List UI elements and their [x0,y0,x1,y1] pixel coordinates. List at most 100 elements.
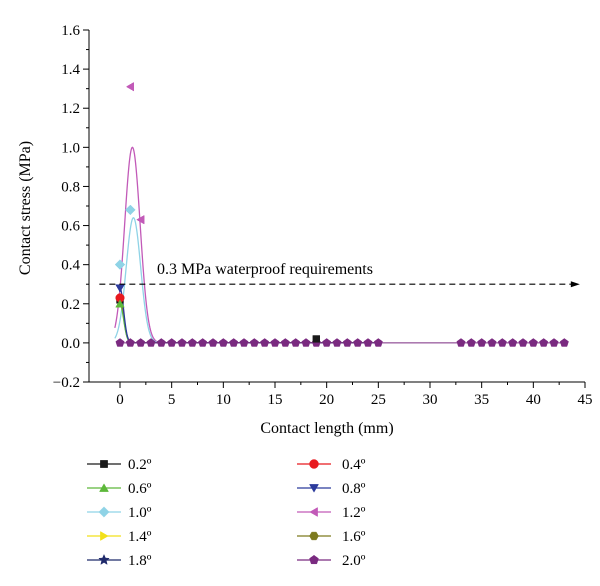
data-point [280,338,290,347]
data-point [477,338,487,347]
x-tick-label: 30 [423,392,438,408]
legend-label: 1.6º [342,529,366,545]
legend-marker [99,483,109,492]
y-tick-label: 0.4 [61,258,80,274]
legend-label: 0.8º [342,481,366,497]
fit-curve-0.8º [119,287,379,344]
data-point [487,338,497,347]
data-point [291,338,301,347]
x-tick-label: 20 [319,392,334,408]
data-point [466,338,476,347]
series-peaks-1.2º [125,82,145,225]
legend-label: 1.2º [342,505,366,521]
y-tick-label: 0.8 [61,179,80,195]
legend-label: 2.0º [342,553,366,569]
threshold-annotation: 0.3 MPa waterproof requirements [157,261,373,278]
fit-curve-1.2º [114,146,379,344]
y-tick-label: 1.6 [61,23,80,39]
x-tick-label: 35 [474,392,489,408]
data-point [342,338,352,347]
data-point [125,204,136,216]
legend-item-0.6º: 0.6º [87,481,152,497]
data-point [177,338,187,347]
legend-marker [309,484,319,493]
legend-label: 1.4º [128,529,152,545]
data-point [115,299,125,308]
y-tick-label: 1.0 [61,140,80,156]
legend-label: 0.6º [128,481,152,497]
fit-curve-1.0º [114,216,379,344]
legend-label: 1.0º [128,505,152,521]
y-tick-label: 0.2 [61,297,80,313]
data-point [518,338,528,347]
legend-marker [309,507,318,517]
data-point [528,338,538,347]
data-point [508,338,518,347]
x-tick-label: 45 [578,392,593,408]
y-tick-label: 1.4 [61,62,80,78]
data-point [363,338,373,347]
fit-curve-0.6º [119,303,379,344]
data-point [539,338,549,347]
fit-curve-0.4º [119,297,379,344]
legend-marker [98,553,110,565]
data-point [322,338,332,347]
data-point [198,338,208,347]
legend-item-2.0º: 2.0º [297,553,366,569]
legend-marker [100,531,109,541]
data-point [115,284,125,293]
data-point [125,338,135,347]
y-tick-label: 1.2 [61,101,80,117]
data-point [249,338,259,347]
legend-item-0.2º: 0.2º [87,457,152,473]
legend-item-1.4º: 1.4º [87,529,152,545]
data-point [136,338,146,347]
legend-marker [309,531,319,541]
data-point [167,338,177,347]
y-tick-label: 0.6 [61,219,80,235]
axes: 0 5 10 15 20 25 30 35 40 45 −0.2 0.0 0.2 0.4 0.6 0.8 1.0… [53,23,593,408]
data-point [239,338,249,347]
data-point [332,338,342,347]
data-point [549,338,559,347]
data-point [270,338,280,347]
fit-curve-0.2º [119,299,379,344]
data-point [115,338,125,347]
data-point [218,338,228,347]
legend-marker [98,506,110,518]
legend-label: 0.2º [128,457,152,473]
x-tick-label: 40 [526,392,541,408]
legend-item-1.8º: 1.8º [87,553,152,569]
data-point [497,338,507,347]
legend-label: 0.4º [342,457,366,473]
legend-item-0.4º: 0.4º [297,457,366,473]
legend-label: 1.8º [128,553,152,569]
x-tick-label: 15 [268,392,283,408]
series-1.2º [125,82,145,225]
plot-area: 0.3 MPa waterproof requirements [99,82,580,347]
legend: 0.2º 0.4º 0.6º 0.8º 1.0º 1.2º 1.4º 1.6º 1.8º 2.0º [87,457,366,569]
y-axis-title: Contact stress (MPa) [17,141,34,275]
data-point [559,338,569,347]
data-point [146,338,156,347]
data-point [373,338,383,347]
legend-marker [309,459,319,469]
data-point [187,338,197,347]
data-point [353,338,363,347]
data-point [301,338,311,347]
data-point [208,338,218,347]
x-tick-label: 5 [168,392,176,408]
legend-item-1.0º: 1.0º [87,505,152,521]
data-point [125,82,134,92]
x-tick-label: 0 [116,392,124,408]
x-tick-label: 10 [216,392,231,408]
data-point [260,338,270,347]
legend-marker [309,554,319,565]
data-point [156,338,166,347]
series-peaks-1.0º [114,204,136,270]
x-axis-title: Contact length (mm) [260,420,393,437]
series-peaks-0.6º [115,299,125,308]
y-tick-label: 0.0 [61,336,80,352]
data-point [114,259,126,270]
